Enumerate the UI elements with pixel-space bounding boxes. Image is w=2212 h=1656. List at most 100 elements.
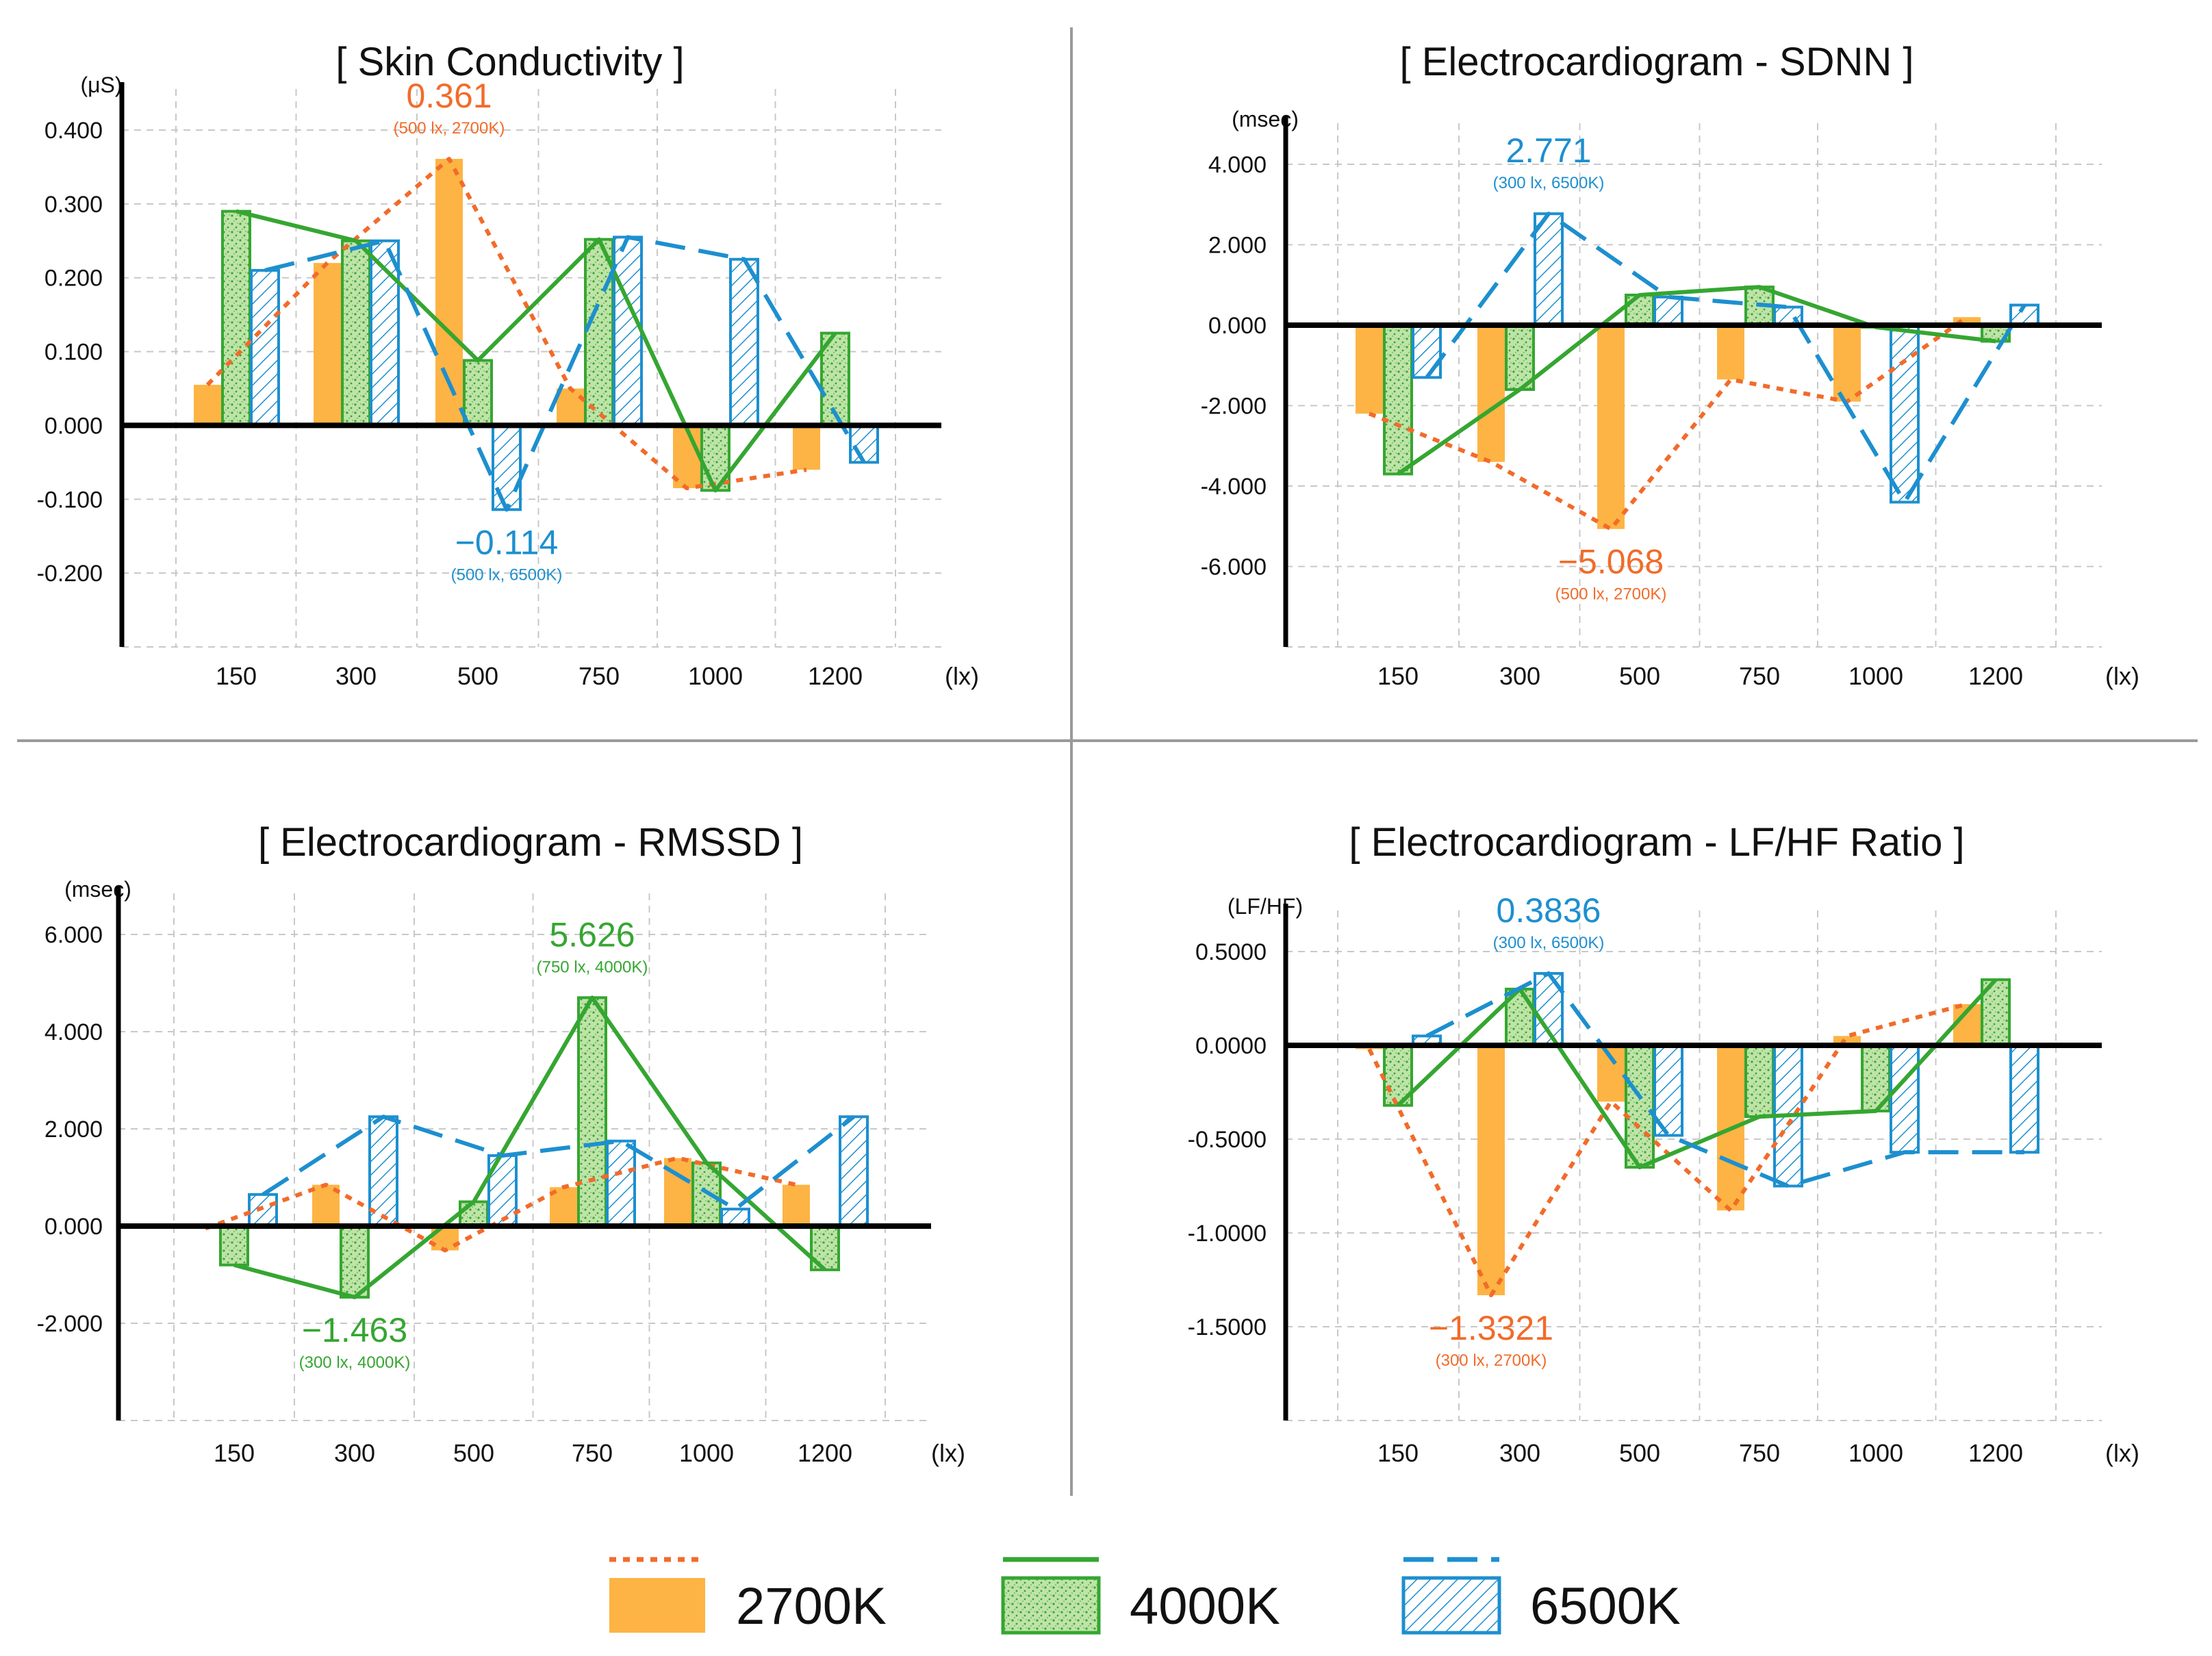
x-tick-label: 1000	[679, 1439, 734, 1467]
bar-4000k	[577, 996, 607, 1228]
chart-panel-4: [ Electrocardiogram - LF/HF Ratio ] (LF/H…	[1188, 820, 2139, 1467]
bar-2700k	[557, 388, 584, 426]
x-tick-label: 750	[1739, 1439, 1780, 1467]
chart-title: [ Electrocardiogram - LF/HF Ratio ]	[1349, 820, 1964, 865]
bar-6500k	[839, 1115, 869, 1227]
y-tick-label: 2.000	[45, 1117, 103, 1143]
annotation-subtitle: (300 lx, 4000K)	[299, 1353, 411, 1372]
bar-6500k	[250, 268, 280, 427]
y-tick-label: 0.100	[45, 340, 103, 366]
chart-title: [ Skin Conductivity ]	[335, 40, 684, 84]
x-tick-label: 1200	[1968, 1439, 2023, 1467]
y-tick-label: 2.000	[1208, 233, 1267, 259]
bar-4000k	[1625, 293, 1655, 327]
annotation-subtitle: (300 lx, 6500K)	[1493, 934, 1605, 952]
x-tick-label: 1000	[1848, 1439, 1903, 1467]
x-tick-label: 500	[453, 1439, 494, 1467]
y-axis-unit-label: (msec)	[1232, 107, 1299, 131]
x-tick-label: 1200	[798, 1439, 852, 1467]
series-line-2700k	[1367, 1002, 1968, 1297]
x-tick-label: 500	[1619, 662, 1660, 690]
bar-2700k	[1717, 325, 1744, 380]
bar-4000k	[341, 239, 371, 427]
bar-6500k	[492, 424, 522, 511]
chart-title: [ Electrocardiogram - SDNN ]	[1400, 40, 1914, 84]
series-line-4000k	[1396, 978, 1998, 1170]
x-axis-unit-label: (lx)	[2105, 662, 2139, 690]
series-line-2700k	[1368, 315, 1968, 531]
x-tick-label: 500	[457, 662, 498, 690]
bar-6500k	[720, 1208, 750, 1228]
series-line-2700k	[204, 1156, 797, 1253]
y-tick-label: 6.000	[45, 922, 103, 948]
annotation-subtitle: (500 lx, 2700K)	[394, 119, 505, 138]
legend-label-2700k: 2700K	[736, 1577, 887, 1635]
bar-2700k	[1953, 317, 1981, 325]
annotation-subtitle: (500 lx, 6500K)	[451, 565, 563, 584]
x-tick-label: 150	[1377, 1439, 1419, 1467]
annotation-value: 2.771	[1505, 131, 1591, 170]
x-tick-label: 1000	[1848, 662, 1903, 690]
bar-4000k	[340, 1225, 370, 1299]
series-line-4000k	[1397, 285, 1996, 476]
y-tick-label: 0.000	[45, 413, 103, 439]
legend-swatch-2700k	[609, 1578, 705, 1633]
annotation-subtitle: (300 lx, 2700K)	[1436, 1351, 1547, 1370]
annotation-subtitle: (750 lx, 4000K)	[537, 958, 648, 976]
bar-4000k	[219, 1225, 249, 1266]
bar-6500k	[1890, 324, 1920, 504]
x-tick-label: 150	[216, 662, 257, 690]
y-tick-label: 0.0000	[1195, 1033, 1267, 1059]
y-tick-label: 0.300	[45, 192, 103, 218]
annotation-value: −1.463	[302, 1311, 407, 1349]
legend-label-6500k: 6500K	[1530, 1577, 1681, 1635]
bar-6500k	[1653, 295, 1683, 327]
bar-2700k	[194, 385, 221, 426]
y-tick-label: -1.0000	[1188, 1221, 1267, 1247]
y-tick-label: 0.000	[1208, 313, 1267, 339]
bar-2700k	[1833, 325, 1861, 402]
bar-4000k	[584, 238, 614, 427]
x-tick-label: 300	[334, 1439, 375, 1467]
bar-6500k	[729, 257, 759, 427]
x-tick-label: 300	[335, 662, 377, 690]
bar-4000k	[463, 359, 493, 427]
bar-2700k	[1597, 325, 1625, 529]
bar-2700k	[783, 1184, 810, 1226]
y-tick-label: 0.400	[45, 118, 103, 144]
annotation-value: 5.626	[549, 915, 635, 954]
bar-2700k	[1477, 325, 1505, 462]
bar-4000k	[221, 209, 251, 427]
legend-swatch-4000k	[1001, 1576, 1101, 1635]
y-tick-label: 0.5000	[1195, 939, 1267, 965]
bar-4000k	[1383, 324, 1413, 476]
x-tick-label: 300	[1499, 1439, 1540, 1467]
bar-2700k	[1356, 325, 1383, 414]
x-tick-label: 750	[1739, 662, 1780, 690]
bar-4000k	[1625, 1044, 1655, 1169]
series-line-6500k	[1425, 971, 2024, 1188]
bar-6500k	[2009, 1044, 2039, 1154]
y-tick-label: -0.100	[37, 487, 103, 513]
bar-6500k	[1412, 324, 1442, 379]
bar-2700k	[1477, 1045, 1505, 1295]
chart-title: [ Electrocardiogram - RMSSD ]	[258, 820, 803, 865]
series-line-4000k	[233, 995, 827, 1299]
annotation-value: −1.3321	[1429, 1309, 1553, 1347]
series-line-6500k	[262, 1114, 855, 1212]
y-tick-label: 4.000	[45, 1019, 103, 1045]
bar-6500k	[1890, 1044, 1920, 1154]
y-tick-label: -6.000	[1201, 555, 1267, 581]
chart-panel-2: [ Electrocardiogram - SDNN ] (msec) 4.000 2…	[1201, 40, 2139, 690]
annotation-subtitle: (500 lx, 2700K)	[1555, 585, 1667, 604]
x-axis-unit-label: (lx)	[2105, 1439, 2139, 1467]
x-axis-unit-label: (lx)	[931, 1439, 965, 1467]
x-tick-label: 750	[572, 1439, 613, 1467]
y-tick-label: -1.5000	[1188, 1314, 1267, 1340]
y-axis-unit-label: (LF/HF)	[1228, 894, 1303, 919]
x-tick-label: 1200	[1968, 662, 2023, 690]
annotation-value: 0.3836	[1497, 891, 1601, 930]
bar-6500k	[606, 1139, 636, 1227]
bar-2700k	[793, 425, 820, 470]
